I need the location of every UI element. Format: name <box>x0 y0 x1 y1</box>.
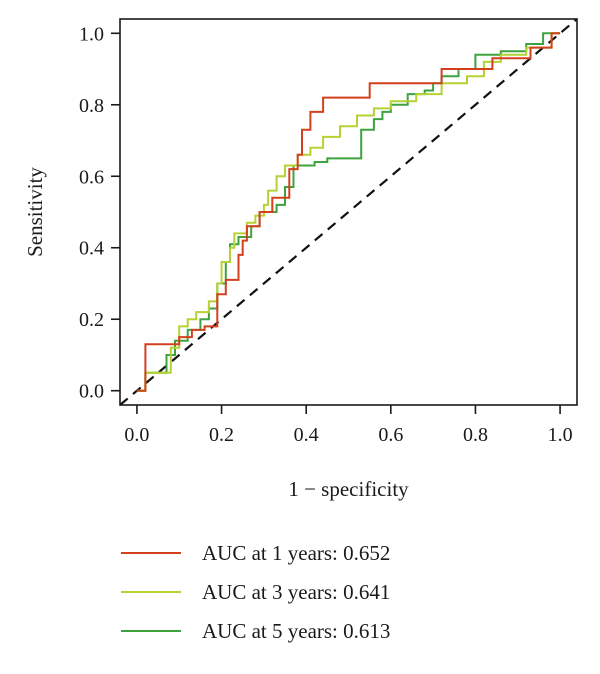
axes: 0.0 0.2 0.4 0.6 0.8 1.0 0.0 0.2 0.4 0.6 0.8 1.0 <box>79 18 578 446</box>
reference-diagonal-line <box>119 18 578 406</box>
x-axis-title: 1 − specificity <box>288 477 409 501</box>
x-tick-label: 0.8 <box>463 424 488 446</box>
legend-label: AUC at 1 years: 0.652 <box>202 541 390 565</box>
y-tick-label: 1.0 <box>79 23 104 45</box>
y-tick-label: 0.2 <box>79 309 104 331</box>
y-tick-label: 0.6 <box>79 166 104 188</box>
x-tick-label: 0.6 <box>378 424 403 446</box>
legend-label: AUC at 3 years: 0.641 <box>202 580 390 604</box>
x-tick-label: 0.2 <box>209 424 234 446</box>
x-tick-label: 0.0 <box>124 424 149 446</box>
roc-curve-series-1 <box>136 32 561 392</box>
y-tick-label: 0.4 <box>79 238 104 260</box>
legend: AUC at 1 years: 0.652 AUC at 3 years: 0.6… <box>121 541 390 643</box>
x-tick-label: 0.4 <box>294 424 319 446</box>
roc-curve-series-3 <box>136 32 561 392</box>
y-tick-label: 0.8 <box>79 95 104 117</box>
plot-area <box>119 18 578 406</box>
plot-frame <box>119 18 578 406</box>
y-axis-title: Sensitivity <box>23 167 47 257</box>
roc-curve-series-2 <box>136 32 561 392</box>
legend-label: AUC at 5 years: 0.613 <box>202 619 390 643</box>
y-tick-label: 0.0 <box>79 381 104 403</box>
x-tick-label: 1.0 <box>548 424 573 446</box>
